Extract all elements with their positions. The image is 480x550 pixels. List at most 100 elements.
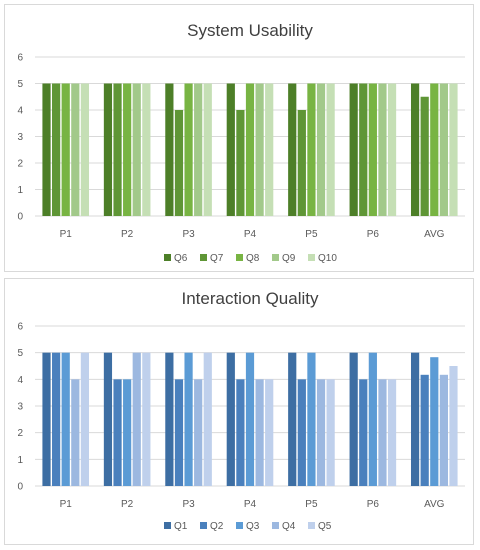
y-tick-label: 0	[17, 482, 23, 493]
bar-q9-p1	[71, 83, 80, 216]
bar-q8-p4	[245, 83, 255, 216]
x-tick-label: P5	[305, 499, 318, 510]
y-tick-label: 1	[17, 185, 23, 196]
y-tick-label: 5	[17, 348, 23, 359]
y-tick-label: 3	[17, 402, 23, 413]
bar-q7-p6	[359, 83, 368, 216]
chart-interaction-quality: Interaction Quality 0 1 2 3 4 5 6 P1 P2 P3 P4 P5 P6 AV…	[17, 289, 465, 532]
bar-q3-p1	[61, 352, 70, 486]
bar-q1-p1	[42, 352, 51, 486]
bar-q6-p2	[103, 83, 113, 216]
x-tick-label: P2	[121, 499, 134, 510]
bar-q1-p5	[288, 352, 297, 486]
x-tick-label: P1	[60, 229, 73, 240]
legend-label-q10: Q10	[318, 253, 337, 264]
bar-q6-p3	[165, 83, 174, 216]
bar-q10-p5	[326, 83, 335, 216]
legend-label-q2: Q2	[210, 521, 224, 532]
bar-q10-p2	[142, 83, 151, 216]
bar-q3-p2	[123, 379, 132, 486]
x-tick-label: P4	[244, 499, 257, 510]
bar-q5-p2	[142, 352, 151, 486]
y-tick-label: 2	[17, 159, 23, 170]
y-tick-label: 4	[17, 375, 23, 386]
bar-q9-p4	[255, 83, 264, 216]
bar-q3-p6	[368, 352, 377, 486]
bar-q8-avg	[430, 83, 439, 216]
bar-q9-p2	[132, 83, 141, 216]
bar-q6-p5	[288, 83, 297, 216]
bar-q1-p2	[103, 352, 113, 486]
bar-q7-avg	[420, 96, 429, 216]
bar-q4-p3	[194, 379, 203, 486]
legend-swatch-q10	[308, 254, 315, 261]
x-tick-label: AVG	[424, 499, 445, 510]
bar-q4-p4	[255, 379, 264, 486]
bar-q5-p5	[326, 379, 335, 486]
bar-q6-p1	[42, 83, 51, 216]
legend-swatch-q3	[236, 522, 243, 529]
bar-q7-p1	[52, 83, 61, 216]
bar-q10-p3	[203, 83, 212, 216]
chart-system-usability: System Usability 0 1 2 3 4 5 6 P1 P2 P3 P4 P5 P6 AVG Q6…	[17, 21, 465, 264]
x-tick-label: P3	[182, 229, 195, 240]
bar-q2-p4	[236, 379, 245, 486]
chart-panel-system-usability: System Usability 0 1 2 3 4 5 6 P1 P2 P3 P4 P5 P6 AVG Q6…	[4, 4, 474, 272]
bar-q4-avg	[439, 374, 448, 486]
y-tick-label: 2	[17, 428, 23, 439]
bar-q1-p6	[349, 352, 358, 486]
bar-q3-p5	[307, 352, 316, 486]
bar-q4-p5	[316, 379, 326, 486]
legend-swatch-q6	[164, 254, 171, 261]
bar-q1-avg	[410, 352, 420, 486]
bar-q3-p4	[245, 352, 255, 486]
bar-q7-p4	[236, 110, 245, 216]
y-tick-label: 0	[17, 212, 23, 223]
bar-q4-p6	[378, 379, 387, 486]
x-tick-label: P5	[305, 229, 318, 240]
chart-title: System Usability	[187, 21, 313, 40]
x-tick-label: P2	[121, 229, 134, 240]
bar-q8-p1	[61, 83, 70, 216]
x-tick-label: P1	[60, 499, 73, 510]
bar-q8-p2	[123, 83, 132, 216]
bar-q8-p3	[184, 83, 193, 216]
x-tick-label: P3	[182, 499, 195, 510]
bar-q9-avg	[439, 83, 448, 216]
legend-label-q3: Q3	[246, 521, 260, 532]
bar-q8-p5	[307, 83, 316, 216]
bar-q2-avg	[420, 374, 429, 486]
legend-swatch-q5	[308, 522, 315, 529]
bar-q7-p3	[174, 110, 184, 216]
bar-q10-p6	[387, 83, 397, 216]
bar-q9-p6	[378, 83, 387, 216]
bar-q2-p3	[174, 379, 184, 486]
legend-swatch-q9	[272, 254, 279, 261]
legend-label-q6: Q6	[174, 253, 188, 264]
bar-q8-p6	[368, 83, 377, 216]
bar-q5-p3	[203, 352, 212, 486]
bar-q6-p4	[226, 83, 235, 216]
x-tick-label: P6	[367, 499, 380, 510]
chart-panel-interaction-quality: Interaction Quality 0 1 2 3 4 5 6 P1 P2 P3 P4 P5 P6 AV…	[4, 278, 474, 545]
legend-swatch-q7	[200, 254, 207, 261]
bar-q2-p1	[52, 352, 61, 486]
x-tick-label: P6	[367, 229, 380, 240]
bar-q5-avg	[449, 366, 458, 486]
bar-q2-p5	[297, 379, 306, 486]
y-tick-label: 1	[17, 455, 23, 466]
legend-swatch-q4	[272, 522, 279, 529]
x-tick-label: P4	[244, 229, 257, 240]
x-tick-label: AVG	[424, 229, 445, 240]
bar-q5-p6	[387, 379, 397, 486]
legend-label-q5: Q5	[318, 521, 332, 532]
bar-q10-avg	[449, 83, 458, 216]
bar-q4-p1	[71, 379, 80, 486]
bar-q7-p5	[297, 110, 306, 216]
y-tick-label: 3	[17, 132, 23, 143]
legend-swatch-q1	[164, 522, 171, 529]
y-tick-label: 6	[17, 322, 23, 333]
y-tick-label: 5	[17, 79, 23, 90]
legend-label-q4: Q4	[282, 521, 296, 532]
y-tick-label: 6	[17, 53, 23, 64]
